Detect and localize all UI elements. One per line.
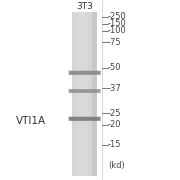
Bar (69, 90, 100, 92)
Bar (77, 12, 78, 176)
Text: -75: -75 (108, 38, 122, 47)
Bar (68, 89, 101, 93)
Bar (83, 12, 84, 176)
Bar (69, 71, 100, 75)
Bar (76, 12, 77, 176)
Text: -100: -100 (108, 26, 127, 35)
Text: -25: -25 (108, 109, 122, 118)
Bar (80, 12, 81, 176)
Text: -150: -150 (108, 19, 127, 28)
Bar (85, 12, 86, 176)
Text: -15: -15 (108, 140, 122, 149)
Bar (86, 12, 87, 176)
Bar (81, 12, 82, 176)
Bar (72, 12, 92, 176)
Bar (74, 12, 75, 176)
Bar (82, 12, 83, 176)
Bar (69, 89, 100, 93)
Bar (88, 12, 89, 176)
Text: (kd): (kd) (108, 161, 125, 170)
Bar (78, 12, 79, 176)
Bar (68, 70, 101, 75)
Bar (69, 117, 100, 120)
Text: 3T3: 3T3 (76, 2, 93, 11)
Bar (90, 12, 91, 176)
Bar (73, 12, 74, 176)
Text: -20: -20 (108, 120, 122, 129)
Bar (69, 71, 101, 75)
Text: -37: -37 (108, 84, 122, 93)
Bar (69, 89, 101, 93)
Bar (84, 12, 85, 176)
Bar (72, 12, 73, 176)
Bar (69, 71, 100, 74)
Bar (92, 12, 97, 176)
Bar (69, 117, 101, 121)
Bar (79, 12, 80, 176)
Bar (87, 12, 88, 176)
Text: -50: -50 (108, 63, 122, 72)
Bar (69, 117, 100, 121)
Bar (89, 12, 90, 176)
Bar (91, 12, 92, 176)
Text: -250: -250 (108, 12, 127, 21)
Bar (75, 12, 76, 176)
Text: VTI1A: VTI1A (15, 116, 46, 126)
Bar (68, 116, 101, 121)
